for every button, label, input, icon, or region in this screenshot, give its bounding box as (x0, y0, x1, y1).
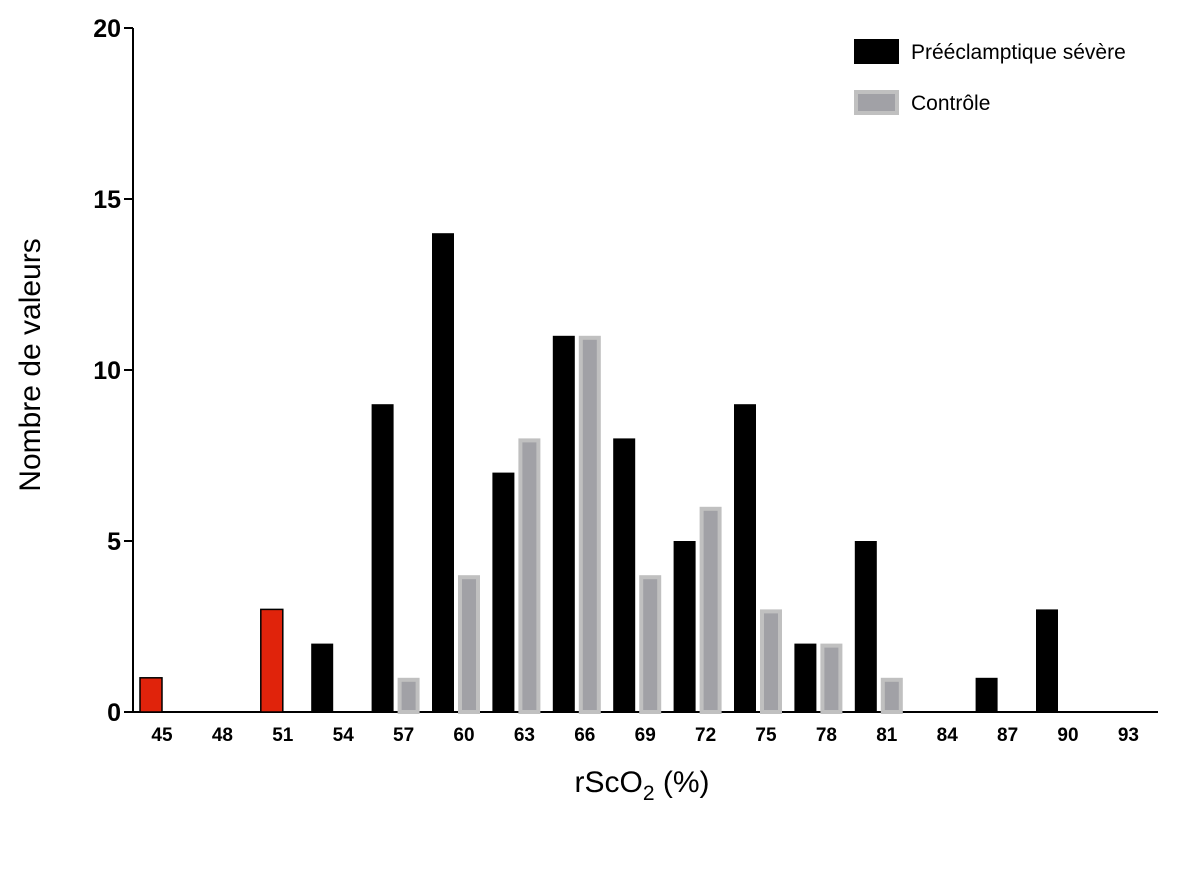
bar-preeclamptique-51 (260, 608, 284, 713)
x-tick-label-57: 57 (393, 725, 414, 746)
bar-controle-66 (578, 335, 601, 714)
y-tick-label-15: 15 (93, 186, 121, 214)
x-tick-label-51: 51 (272, 725, 294, 746)
x-tick-label-54: 54 (333, 725, 355, 746)
y-tick-label-20: 20 (93, 15, 121, 43)
x-tick-label-84: 84 (937, 725, 959, 746)
x-ticks: 45 48 51 54 57 60 63 66 69 72 75 78 81 84 87 90 93 (151, 725, 1139, 746)
legend: Prééclamptique sévère Contrôle (854, 39, 1126, 115)
bar-preeclamptique-66 (552, 335, 575, 712)
legend-label-controle: Contrôle (911, 92, 990, 115)
x-tick-label-66: 66 (574, 725, 595, 746)
bar-preeclamptique-72 (673, 541, 696, 712)
x-tick-label-93: 93 (1118, 725, 1139, 746)
bar-controle-57 (397, 677, 420, 714)
y-tick-label-10: 10 (93, 357, 121, 385)
y-tick-label-5: 5 (107, 528, 121, 556)
x-tick-label-87: 87 (997, 725, 1018, 746)
x-axis-title: rScO2 (%) (574, 766, 709, 805)
x-tick-label-90: 90 (1057, 725, 1078, 746)
y-axis-title: Nombre de valeurs (14, 238, 47, 491)
bar-preeclamptique-60 (432, 233, 454, 712)
legend-label-preeclamptique: Prééclamptique sévère (911, 41, 1126, 64)
bar-preeclamptique-45 (139, 677, 163, 713)
bar-controle-69 (639, 575, 662, 715)
x-tick-label-45: 45 (151, 725, 173, 746)
bar-preeclamptique-78 (794, 643, 817, 712)
bar-preeclamptique-87 (975, 677, 998, 712)
bar-controle-60 (458, 575, 480, 715)
legend-item-preeclamptique: Prééclamptique sévère (854, 39, 1126, 64)
bar-preeclamptique-81 (854, 541, 877, 712)
x-tick-label-72: 72 (695, 725, 716, 746)
bar-preeclamptique-63 (492, 472, 515, 712)
y-tick-label-0: 0 (107, 699, 121, 727)
x-axis-title-main: rScO (574, 766, 642, 799)
bar-controle-75 (760, 609, 782, 715)
bar-controle-63 (518, 438, 541, 714)
legend-item-controle: Contrôle (854, 90, 990, 115)
legend-swatch-controle (854, 90, 899, 115)
legend-swatch-preeclamptique (854, 39, 899, 64)
x-tick-label-75: 75 (755, 725, 777, 746)
x-tick-label-60: 60 (453, 725, 474, 746)
x-tick-label-48: 48 (212, 725, 233, 746)
bar-preeclamptique-54 (311, 643, 334, 712)
x-axis-title-subscript: 2 (643, 782, 655, 805)
bar-preeclamptique-57 (371, 404, 394, 712)
bar-preeclamptique-69 (613, 438, 636, 712)
bar-preeclamptique-75 (734, 404, 756, 712)
x-tick-label-63: 63 (514, 725, 535, 746)
x-axis-title-suffix: (%) (655, 766, 710, 799)
bar-controle-72 (699, 506, 722, 714)
bar-controle-78 (820, 643, 843, 714)
x-tick-label-81: 81 (876, 725, 898, 746)
bar-controle-81 (880, 677, 903, 714)
x-tick-label-69: 69 (635, 725, 656, 746)
x-tick-label-78: 78 (816, 725, 837, 746)
bars (139, 233, 1058, 715)
bar-preeclamptique-90 (1036, 609, 1058, 712)
y-ticks: 0 5 10 15 20 (93, 15, 133, 727)
